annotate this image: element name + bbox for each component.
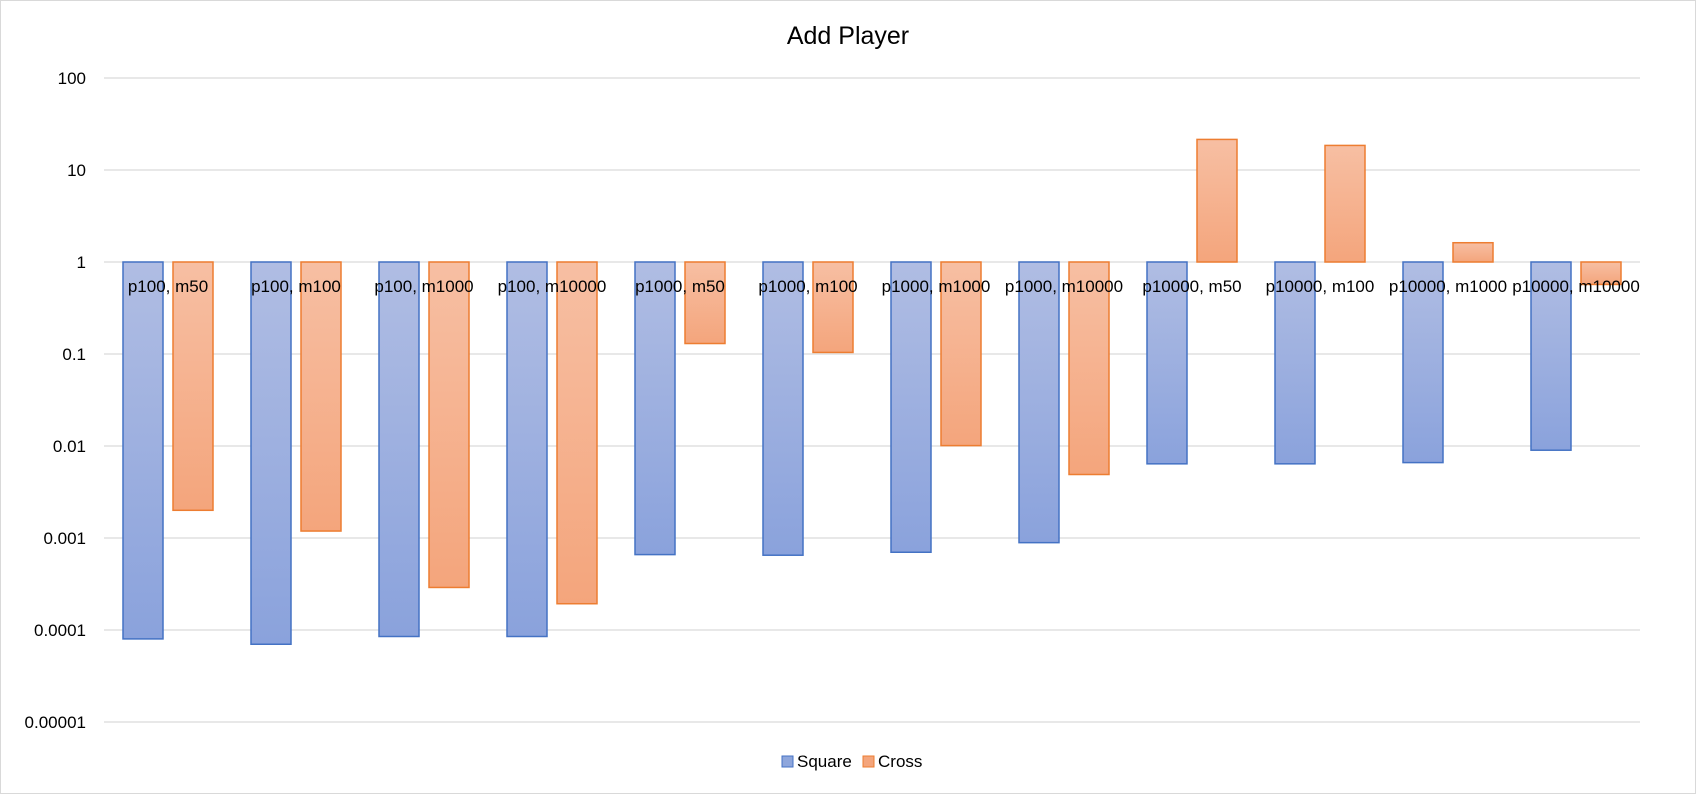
bar-square bbox=[506, 261, 548, 638]
bar-cross bbox=[812, 261, 854, 354]
legend: Square Cross bbox=[781, 752, 922, 771]
x-category-label: p1000, m100 bbox=[758, 277, 857, 296]
bar-square bbox=[890, 261, 932, 554]
legend-label-square: Square bbox=[797, 752, 852, 771]
y-axis-ticks: 100 10 1 0.1 0.01 0.001 0.0001 0.00001 bbox=[25, 69, 86, 732]
x-category-label: p100, m1000 bbox=[374, 277, 473, 296]
bars bbox=[122, 138, 1622, 646]
chart-title: Add Player bbox=[787, 22, 909, 50]
bar-square bbox=[378, 261, 420, 638]
y-tick-label: 1 bbox=[77, 253, 86, 272]
x-category-label: p1000, m10000 bbox=[1005, 277, 1123, 296]
bar-square bbox=[250, 261, 292, 646]
x-category-label: p1000, m50 bbox=[635, 277, 725, 296]
x-category-label: p100, m100 bbox=[251, 277, 341, 296]
y-tick-label: 0.01 bbox=[53, 437, 86, 456]
bar-cross bbox=[684, 261, 726, 345]
bar-cross bbox=[1324, 144, 1366, 263]
category-labels: p100, m50 p100, m100 p100, m1000 p100, m100… bbox=[128, 277, 1640, 296]
x-category-label: p100, m10000 bbox=[498, 277, 607, 296]
bar-cross bbox=[1452, 241, 1494, 263]
bar-cross bbox=[940, 261, 982, 447]
bar-square bbox=[1530, 261, 1572, 451]
y-tick-label: 100 bbox=[58, 69, 86, 88]
bar-cross bbox=[172, 261, 214, 512]
legend-swatch-cross bbox=[862, 755, 875, 768]
bar-square bbox=[1402, 261, 1444, 464]
y-tick-label: 0.00001 bbox=[25, 713, 86, 732]
gridlines bbox=[104, 77, 1640, 723]
x-category-label: p10000, m1000 bbox=[1389, 277, 1507, 296]
bar-cross bbox=[300, 261, 342, 532]
y-tick-label: 10 bbox=[67, 161, 86, 180]
bar-cross bbox=[1580, 261, 1622, 286]
bar-square bbox=[1146, 261, 1188, 465]
x-category-label: p10000, m10000 bbox=[1512, 277, 1640, 296]
y-tick-label: 0.0001 bbox=[34, 621, 86, 640]
y-tick-label: 0.1 bbox=[62, 345, 86, 364]
bar-cross bbox=[428, 261, 470, 589]
bar-square bbox=[1274, 261, 1316, 465]
x-category-label: p10000, m50 bbox=[1142, 277, 1241, 296]
bar-square bbox=[634, 261, 676, 556]
x-category-label: p100, m50 bbox=[128, 277, 208, 296]
x-category-label: p1000, m1000 bbox=[882, 277, 991, 296]
legend-label-cross: Cross bbox=[878, 752, 922, 771]
bar-square bbox=[762, 261, 804, 556]
bar-square bbox=[122, 261, 164, 640]
bar-cross bbox=[556, 261, 598, 605]
x-category-label: p10000, m100 bbox=[1266, 277, 1375, 296]
bar-cross bbox=[1196, 138, 1238, 263]
y-tick-label: 0.001 bbox=[43, 529, 86, 548]
bar-cross bbox=[1068, 261, 1110, 476]
bar-square bbox=[1018, 261, 1060, 544]
legend-swatch-square bbox=[781, 755, 794, 768]
